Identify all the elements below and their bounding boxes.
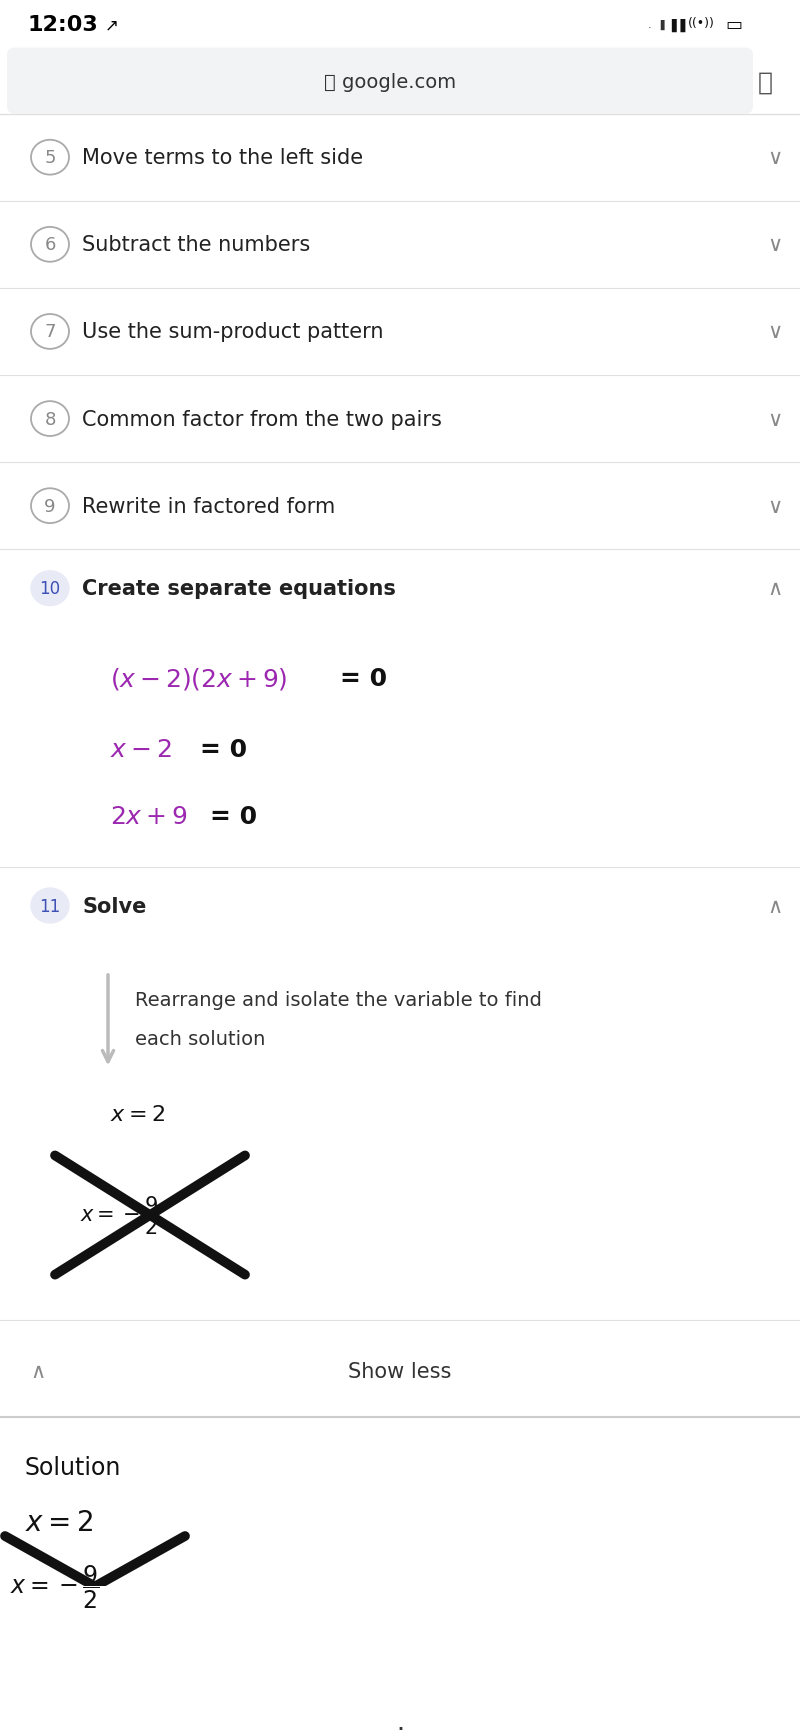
Text: ↗: ↗ xyxy=(105,16,119,35)
Text: ∧: ∧ xyxy=(767,580,782,599)
Text: Rewrite in factored form: Rewrite in factored form xyxy=(82,497,335,516)
Text: 8: 8 xyxy=(44,410,56,429)
Text: = 0: = 0 xyxy=(210,804,257,829)
Text: Move terms to the left side: Move terms to the left side xyxy=(82,149,363,168)
Text: Common factor from the two pairs: Common factor from the two pairs xyxy=(82,410,442,429)
Text: ((•)): ((•)) xyxy=(688,17,715,29)
Text: →: → xyxy=(218,1723,242,1730)
Circle shape xyxy=(31,571,69,605)
Circle shape xyxy=(31,889,69,924)
Text: = 0: = 0 xyxy=(200,737,247,761)
Text: 10: 10 xyxy=(39,580,61,599)
Text: = 0: = 0 xyxy=(340,666,387,690)
Text: $x-2$: $x-2$ xyxy=(110,737,172,761)
Text: Subtract the numbers: Subtract the numbers xyxy=(82,235,310,254)
Text: each solution: each solution xyxy=(135,1029,266,1048)
Text: ▐▐: ▐▐ xyxy=(666,19,686,31)
Text: ∨: ∨ xyxy=(767,322,782,343)
FancyBboxPatch shape xyxy=(547,1721,593,1730)
Text: ···: ··· xyxy=(706,1723,734,1730)
Text: Solve: Solve xyxy=(82,896,146,915)
Text: Rearrange and isolate the variable to find: Rearrange and isolate the variable to fi… xyxy=(135,991,542,1009)
Text: 6: 6 xyxy=(44,237,56,254)
Text: ∨: ∨ xyxy=(767,235,782,254)
Text: .: . xyxy=(648,21,652,29)
Text: 🔒 google.com: 🔒 google.com xyxy=(324,73,456,92)
Text: ∧: ∧ xyxy=(767,896,782,915)
Text: +: + xyxy=(386,1721,414,1730)
Text: Use the sum-product pattern: Use the sum-product pattern xyxy=(82,322,383,343)
Text: 11: 11 xyxy=(39,898,61,915)
Text: $x = -\dfrac{9}{2}$: $x = -\dfrac{9}{2}$ xyxy=(10,1562,100,1611)
FancyBboxPatch shape xyxy=(7,48,753,114)
Text: 7: 7 xyxy=(44,324,56,341)
Text: ▐: ▐ xyxy=(656,21,663,31)
Text: ∨: ∨ xyxy=(767,149,782,168)
Text: $2x+9$: $2x+9$ xyxy=(110,804,187,829)
Text: ∨: ∨ xyxy=(767,497,782,516)
Text: Create separate equations: Create separate equations xyxy=(82,580,396,599)
Text: $x = 2$: $x = 2$ xyxy=(25,1509,93,1536)
Text: $(x-2)(2x+9)$: $(x-2)(2x+9)$ xyxy=(110,666,287,692)
Text: ∨: ∨ xyxy=(767,410,782,429)
Text: Show less: Show less xyxy=(348,1362,452,1381)
Text: 5: 5 xyxy=(44,149,56,168)
Text: $x = 2$: $x = 2$ xyxy=(110,1104,165,1124)
Text: 9: 9 xyxy=(44,498,56,516)
Text: 12:03: 12:03 xyxy=(28,16,98,35)
Text: $x = -\dfrac{9}{2}$: $x = -\dfrac{9}{2}$ xyxy=(80,1194,159,1237)
Circle shape xyxy=(372,1713,428,1730)
Text: ▭: ▭ xyxy=(725,16,742,35)
Text: ←: ← xyxy=(68,1723,92,1730)
Text: ⎙: ⎙ xyxy=(758,71,773,95)
Text: Solution: Solution xyxy=(25,1455,122,1479)
Text: ∧: ∧ xyxy=(30,1362,46,1381)
